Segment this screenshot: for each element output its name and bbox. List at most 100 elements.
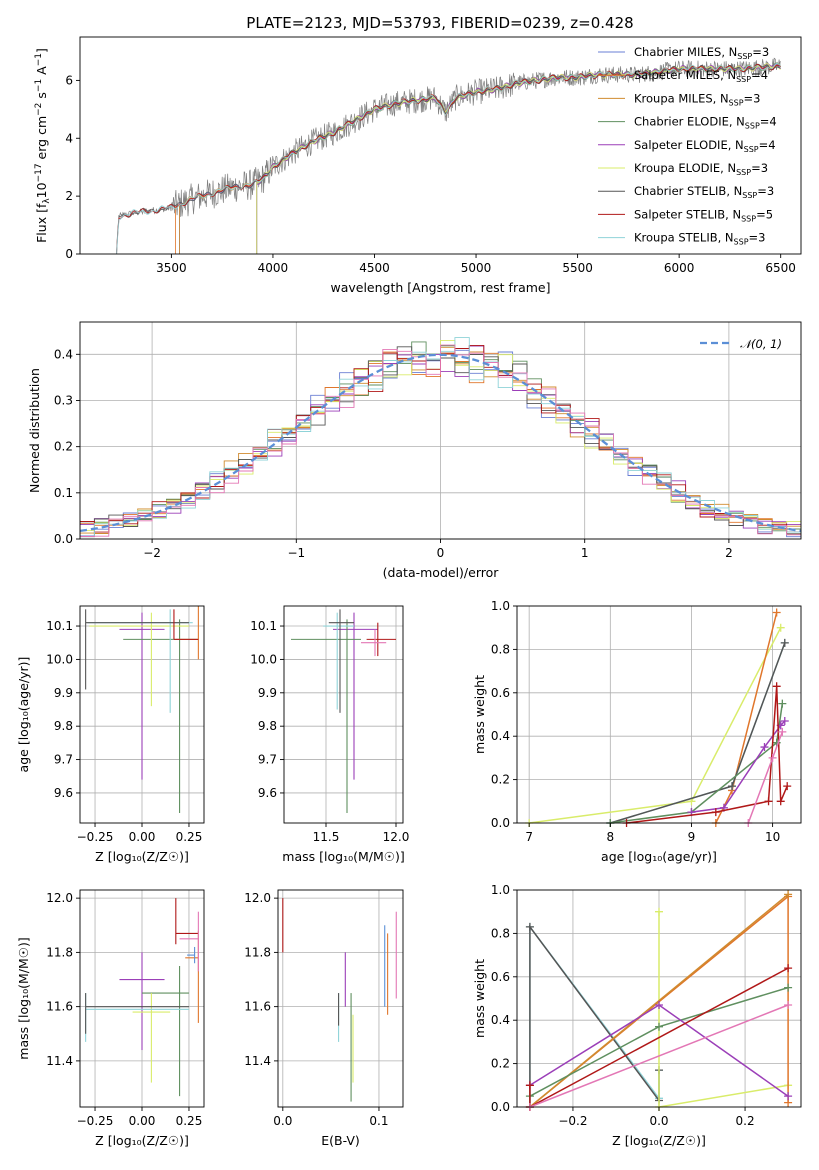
x-axis-label: Z [log₁₀(Z/Z☉)] [95,1133,189,1148]
weight-line [529,1004,789,1108]
x-tick-label: 3500 [156,261,187,275]
weight-line [610,703,784,824]
y-axis-label: Flux [fλ10−17 erg cm−2 s−1 A−1] [34,48,52,243]
y-axis-label: age [log₁₀(age/yr)] [16,657,31,773]
legend: Chabrier MILES, NSSP=3 Salpeter MILES, NS… [598,45,777,247]
legend-entry: Kroupa STELIB, NSSP=3 [634,231,765,247]
x-tick-label: 9 [688,830,696,844]
y-tick-label: 9.9 [258,686,277,700]
x-tick-label: −1 [287,546,305,560]
weight-series [687,717,789,817]
weight-marker [784,1001,793,1010]
x-tick-label: 11.5 [313,830,340,844]
y-axis-label: Normed distribution [27,368,42,493]
y-tick-label: 0.8 [491,926,510,940]
grid [278,890,403,1107]
legend-entry: Chabrier MILES, NSSP=3 [634,45,769,61]
weight-marker [768,753,777,762]
error-point [366,622,396,657]
x-tick-label: −0.25 [77,830,114,844]
model-spectrum [116,62,781,254]
y-tick-label: 9.6 [258,786,277,800]
weight-marker [655,907,663,916]
axes-frame [516,605,802,824]
x-tick-label: 10 [765,830,780,844]
panel-age-vs-z: −0.25 0.00 0.25 9.6 9.7 9.8 9.9 10.0 10.1 Z [log₁… [16,605,205,864]
weight-series [622,682,792,827]
x-tick-label: 12.0 [383,830,410,844]
y-tick-label: 0.6 [491,970,510,984]
weight-marker [784,964,793,973]
error-point [328,609,354,713]
weight-marker [783,782,792,791]
legend-entry: 𝒩(0, 1) [740,337,782,351]
panel-spectrum: Chabrier MILES, NSSP=3 Salpeter MILES, NS… [34,36,802,295]
y-tick-label: 10.1 [250,619,277,633]
error-point [179,911,199,972]
y-tick-label: 0.2 [491,773,510,787]
weight-series [525,983,793,1101]
figure-title: PLATE=2123, MJD=53793, FIBERID=0239, z=0… [246,14,633,32]
x-axis-label: age [log₁₀(age/yr)] [601,849,717,864]
error-point [175,898,199,945]
x-tick-label: −0.2 [558,1114,587,1128]
y-tick-label: 0.3 [54,393,73,407]
y-tick-label: 12.0 [46,891,73,905]
y-tick-label: 12.0 [244,891,271,905]
y-tick-label: 11.4 [244,1054,271,1068]
y-tick-label: 11.4 [46,1054,73,1068]
y-tick-label: 0.4 [491,729,510,743]
panel-mass-vs-z: −0.25 0.00 0.25 11.4 11.6 11.8 12.0 Z [log₁₀(Z/… [16,889,205,1148]
x-tick-label: 0.0 [649,1114,668,1128]
y-tick-label: 6 [65,73,73,87]
weight-marker [728,782,737,791]
y-tick-label: 11.8 [46,945,73,959]
error-point [361,629,387,657]
error-point [323,612,354,710]
panel-age-vs-mass: 11.5 12.0 9.6 9.7 9.8 9.9 10.0 10.1 mass [log₁₀(… [250,605,410,864]
x-tick-label: −2 [143,546,161,560]
legend-entry: Kroupa ELODIE, NSSP=3 [634,161,768,177]
error-point [85,609,189,690]
y-tick-label: 0.0 [491,1100,510,1114]
weight-marker [772,682,781,691]
legend-entry: Salpeter MILES, NSSP=4 [634,68,768,84]
weight-marker [525,922,534,931]
y-tick-label: 11.8 [244,945,271,959]
legend-entry: Chabrier ELODIE, NSSP=4 [634,115,777,131]
y-tick-label: 9.6 [54,786,73,800]
weight-line [529,893,789,1108]
y-tick-label: 0.0 [491,816,510,830]
weight-marker [784,1092,793,1101]
error-point [173,609,199,640]
weight-marker [778,699,787,708]
x-tick-label: 5000 [461,261,492,275]
weight-marker [525,1081,534,1090]
y-tick-label: 0.1 [54,486,73,500]
panel-weight-vs-z: −0.2 0.0 0.2 0.0 0.2 0.4 0.6 0.8 1.0 Z [log₁₀(Z/Z… [472,883,802,1148]
x-tick-label: 0.2 [736,1114,755,1128]
y-tick-label: 0.2 [54,440,73,454]
weight-marker [776,797,785,806]
x-tick-label: 0.25 [176,830,203,844]
model-spectrum [256,63,781,254]
y-tick-label: 10.1 [46,619,73,633]
y-tick-label: 11.6 [244,1000,271,1014]
weight-marker [655,1022,663,1031]
axes-frame [277,889,404,1108]
observed-spectrum [118,57,781,218]
y-tick-label: 11.6 [46,1000,73,1014]
weight-line [626,686,788,824]
weight-marker [711,808,720,817]
y-tick-label: 10.0 [46,652,73,666]
y-tick-label: 9.7 [258,753,277,767]
panel-residuals: 𝒩(0, 1) −2 −1 0 1 2 0.0 0.1 0.2 0.3 0.4 (data-model… [27,321,802,580]
legend-entry: Chabrier STELIB, NSSP=3 [634,184,774,200]
y-axis-label: mass weight [472,959,487,1038]
x-tick-label: 8 [606,830,614,844]
error-point [119,952,165,1051]
y-tick-label: 0.8 [491,642,510,656]
x-tick-label: 0.00 [129,1114,156,1128]
error-point [142,965,189,1097]
x-tick-label: 6000 [664,261,695,275]
